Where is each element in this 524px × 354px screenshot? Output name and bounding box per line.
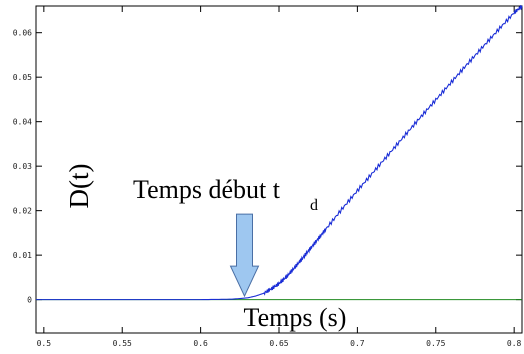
x-tick-label: 0.55 <box>113 339 132 348</box>
x-tick-label: 0.65 <box>269 339 288 348</box>
y-axis-title: D(t) <box>64 164 94 209</box>
x-axis-title: Temps (s) <box>244 303 347 332</box>
x-tick-label: 0.8 <box>507 339 522 348</box>
y-tick-label: 0.02 <box>13 207 32 216</box>
annotation-subscript: d <box>310 197 318 214</box>
y-tick-label: 0.05 <box>13 73 32 82</box>
annotation-text: Temps début t <box>133 175 281 204</box>
x-tick-label: 0.75 <box>426 339 445 348</box>
x-tick-label: 0.6 <box>193 339 208 348</box>
x-tick-label: 0.7 <box>350 339 365 348</box>
y-tick-label: 0.03 <box>13 162 32 171</box>
y-tick-label: 0.04 <box>13 118 32 127</box>
y-tick-label: 0.01 <box>13 251 32 260</box>
x-tick-label: 0.5 <box>37 339 52 348</box>
y-tick-label: 0 <box>27 296 32 305</box>
y-tick-label: 0.06 <box>13 29 32 38</box>
